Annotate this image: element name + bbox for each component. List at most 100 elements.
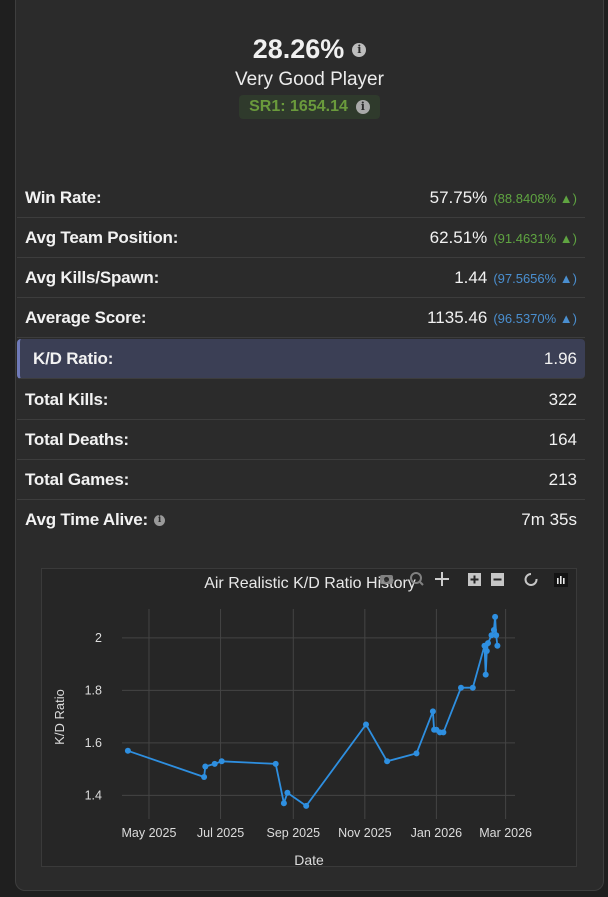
- stat-value: 1135.46: [427, 307, 488, 327]
- kd-data-point[interactable]: [469, 684, 476, 691]
- stat-value-group: 322: [549, 390, 577, 410]
- x-axis-title: Date: [294, 852, 324, 868]
- stat-label-text: Avg Time Alive:: [25, 510, 148, 529]
- info-icon[interactable]: i: [352, 42, 367, 57]
- kd-data-point[interactable]: [482, 671, 489, 678]
- stat-label: Avg Kills/Spawn:: [25, 268, 159, 288]
- stat-label-text: Total Kills:: [25, 389, 109, 409]
- x-axis-ticks: May 2025 Jul 2025 Sep 2025 Nov 2025 Jan 2026…: [122, 826, 533, 840]
- y-tick-label: 1.4: [85, 788, 102, 802]
- y-axis-ticks: 1.4 1.6 1.8 2: [85, 631, 102, 803]
- x-tick-label: Mar 2026: [479, 826, 532, 840]
- chart-modebar: [380, 572, 568, 587]
- percentile-heading: 28.26% i: [253, 34, 367, 65]
- stat-row: Avg Time Alive: i 7m 35s: [17, 500, 585, 540]
- sr-badge: SR1: 1654.14 i: [239, 95, 380, 119]
- player-rank: Very Good Player: [235, 69, 384, 90]
- kd-data-point[interactable]: [458, 684, 464, 691]
- stat-value: 322: [548, 389, 577, 409]
- kd-data-point[interactable]: [303, 802, 310, 809]
- stat-row: Average Score: 1135.46 (96.5370% ▲): [17, 298, 585, 338]
- kd-data-point[interactable]: [485, 640, 491, 647]
- kd-data-point[interactable]: [490, 627, 497, 633]
- stat-row: Avg Kills/Spawn: 1.44 (97.5656% ▲): [17, 258, 585, 298]
- stat-label-text: Avg Team Position:: [25, 227, 179, 247]
- kd-data-point[interactable]: [492, 613, 499, 620]
- stat-value-group: 1135.46 (96.5370% ▲): [427, 308, 577, 328]
- kd-data-point[interactable]: [202, 763, 209, 770]
- stat-row: K/D Ratio: 1.96: [17, 339, 585, 379]
- kd-data-point[interactable]: [363, 721, 369, 728]
- kd-chart-svg: May 2025 Jul 2025 Sep 2025 Nov 2025 Jan 2026…: [52, 572, 568, 868]
- stat-delta: (88.8408% ▲): [493, 190, 577, 206]
- kd-data-point[interactable]: [494, 642, 501, 649]
- stat-value: 7m 35s: [521, 510, 577, 529]
- x-tick-label: Nov 2025: [338, 826, 392, 840]
- stat-label-text: Win Rate:: [25, 187, 102, 207]
- kd-data-point[interactable]: [272, 760, 279, 767]
- reset-icon[interactable]: [524, 573, 538, 586]
- stat-label: Average Score:: [25, 308, 146, 328]
- chart-grid: [122, 609, 515, 819]
- plotly-logo-icon[interactable]: [554, 573, 568, 587]
- y-axis-title: K/D Ratio: [52, 689, 67, 745]
- kd-data-point[interactable]: [440, 729, 447, 736]
- percentile-value: 28.26%: [252, 34, 345, 64]
- kd-series-line: [127, 616, 499, 808]
- stat-value-group: 213: [549, 470, 577, 490]
- kd-data-point[interactable]: [483, 648, 490, 654]
- x-tick-label: Sep 2025: [267, 826, 321, 840]
- kd-data-point[interactable]: [284, 789, 291, 796]
- stat-row: Total Kills: 322: [17, 380, 585, 420]
- stat-row: Total Games: 213: [17, 460, 585, 500]
- x-tick-label: May 2025: [122, 826, 177, 840]
- stat-label: Total Games:: [25, 470, 129, 490]
- y-tick-label: 1.8: [85, 683, 102, 697]
- stat-value: 164: [548, 429, 577, 449]
- stat-label: Avg Team Position:: [25, 228, 178, 248]
- kd-data-point[interactable]: [384, 758, 391, 765]
- kd-data-point[interactable]: [280, 800, 287, 807]
- kd-data-point[interactable]: [488, 632, 495, 639]
- stats-table: Win Rate: 57.75% (88.8408% ▲) Avg Team Posi…: [17, 178, 585, 540]
- stat-label-text: K/D Ratio:: [33, 348, 114, 368]
- camera-icon[interactable]: [380, 575, 393, 584]
- stat-label: Avg Time Alive: i: [25, 510, 165, 530]
- zoom-out-icon[interactable]: [491, 573, 504, 586]
- stat-label-text: Total Games:: [25, 469, 130, 489]
- stat-delta: (96.5370% ▲): [493, 310, 577, 326]
- kd-data-point[interactable]: [124, 747, 131, 754]
- stat-value-group: 62.51% (91.4631% ▲): [430, 228, 577, 248]
- stat-value: 1.96: [543, 348, 577, 368]
- chart-title: Air Realistic K/D Ratio History: [204, 575, 416, 592]
- info-icon[interactable]: i: [153, 514, 165, 526]
- zoom-in-icon[interactable]: [468, 573, 481, 586]
- kd-data-point[interactable]: [413, 750, 420, 757]
- kd-history-chart: May 2025 Jul 2025 Sep 2025 Nov 2025 Jan 2026…: [41, 568, 577, 868]
- stat-label: Total Kills:: [25, 390, 108, 410]
- sr-value: SR1: 1654.14: [249, 98, 348, 115]
- stat-label: K/D Ratio:: [33, 349, 113, 369]
- stat-row: Avg Team Position: 62.51% (91.4631% ▲): [17, 218, 585, 258]
- stat-value-group: 57.75% (88.8408% ▲): [430, 188, 577, 208]
- x-tick-label: Jan 2026: [411, 826, 462, 840]
- pan-icon[interactable]: [435, 572, 449, 586]
- stat-label: Total Deaths:: [25, 430, 129, 450]
- stat-value: 1.44: [454, 267, 488, 287]
- stat-value: 62.51%: [429, 227, 488, 247]
- kd-data-point[interactable]: [429, 708, 436, 715]
- player-summary: 28.26% i Very Good Player SR1: 1654.14 i: [16, 34, 603, 119]
- stat-value-group: 1.44 (97.5656% ▲): [454, 268, 577, 288]
- zoom-icon[interactable]: [410, 572, 424, 586]
- stat-value-group: 164: [549, 430, 577, 450]
- kd-data-point[interactable]: [201, 774, 208, 780]
- kd-data-point[interactable]: [211, 760, 218, 767]
- y-tick-label: 1.6: [85, 736, 102, 750]
- kd-data-point[interactable]: [493, 632, 500, 639]
- stat-label-text: Total Deaths:: [25, 429, 129, 449]
- stat-label-text: Average Score:: [25, 307, 147, 327]
- stat-value-group: 1.96: [544, 349, 577, 369]
- kd-data-point[interactable]: [218, 758, 225, 765]
- sr-info-icon[interactable]: i: [355, 100, 370, 114]
- stat-delta: (97.5656% ▲): [493, 270, 577, 286]
